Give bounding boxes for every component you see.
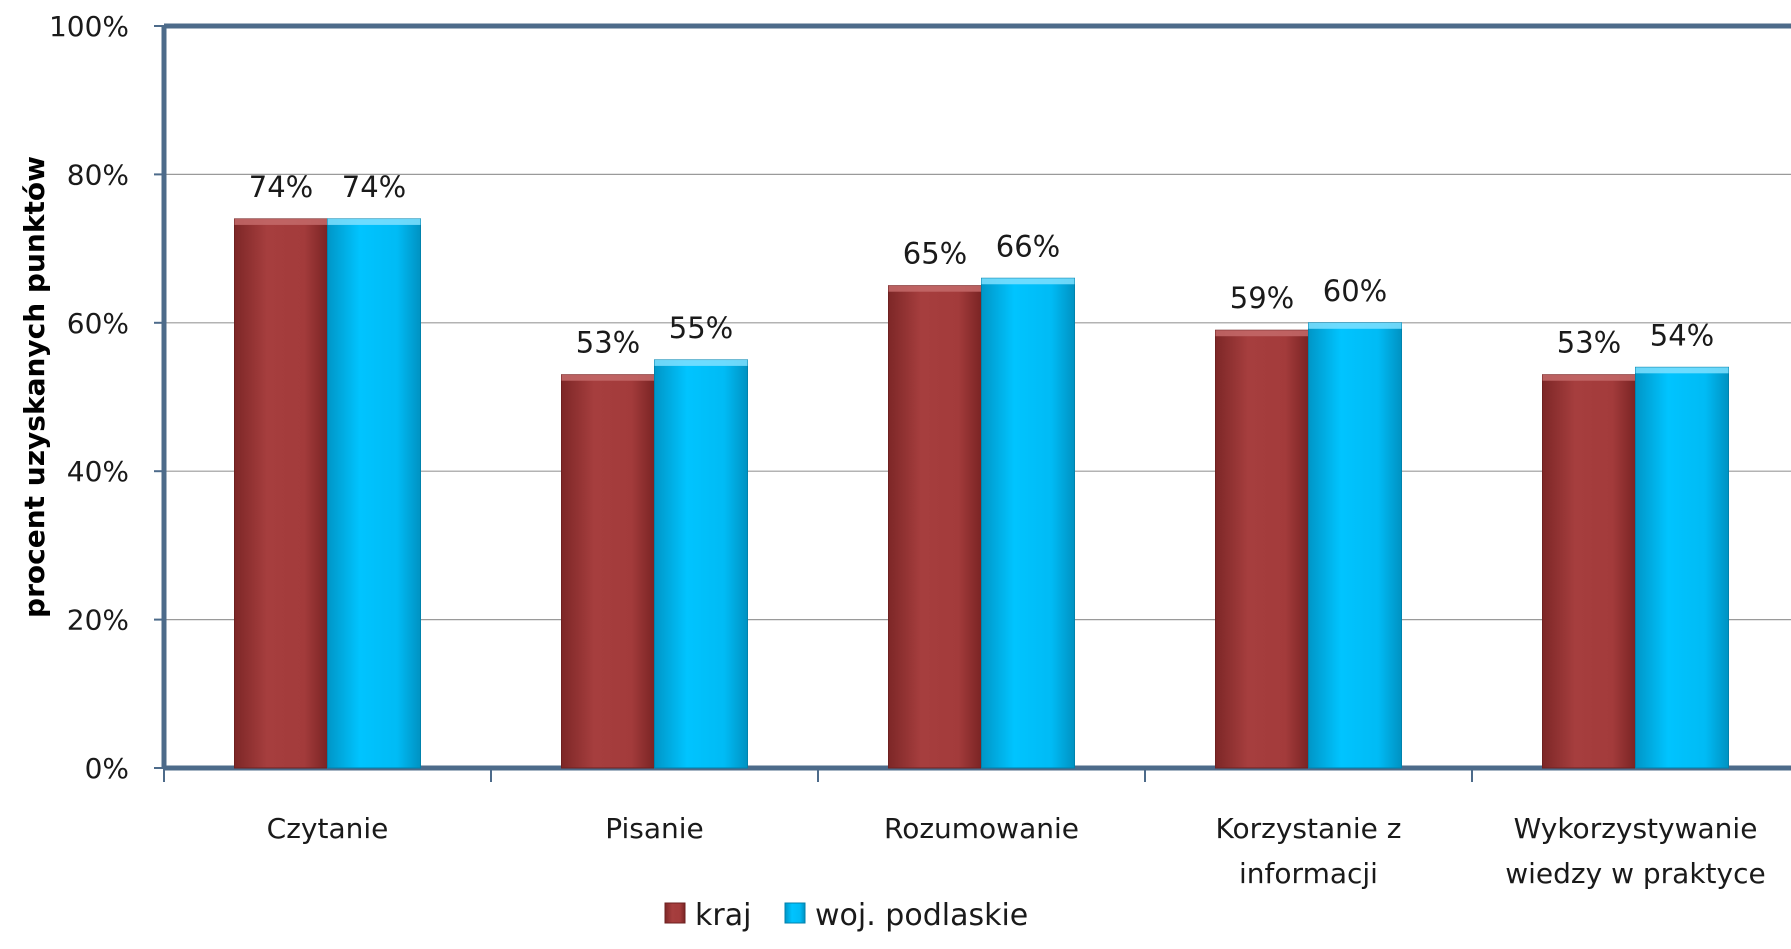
bar-woj-podlaskie: [1635, 366, 1729, 769]
x-category-label: Czytanie: [267, 812, 389, 845]
bar-top-bevel: [327, 218, 421, 225]
bar-woj-podlaskie: [981, 277, 1075, 769]
y-tick-label: 60%: [67, 307, 129, 340]
data-label: 59%: [1230, 281, 1294, 315]
bar-kraj: [888, 285, 982, 769]
data-label: 74%: [249, 170, 313, 204]
bar-top-bevel: [561, 374, 655, 381]
bar-woj-podlaskie: [327, 218, 421, 769]
y-tick-label: 40%: [67, 455, 129, 488]
legend-label: woj. podlaskie: [815, 898, 1028, 933]
y-tick-label: 80%: [67, 158, 129, 191]
bar-kraj: [561, 374, 655, 769]
bar-top-bevel: [1215, 330, 1309, 337]
x-category-label: Korzystanie z: [1216, 812, 1402, 845]
bar-kraj: [1542, 374, 1636, 769]
bar-top-bevel: [234, 218, 328, 225]
legend-swatch: [784, 902, 806, 924]
bar-top-bevel: [1542, 374, 1636, 381]
data-label: 60%: [1323, 274, 1387, 308]
bar-top-bevel: [1308, 322, 1402, 329]
y-axis-title: procent uzyskanych punktów: [18, 156, 51, 618]
x-category-label: informacji: [1239, 857, 1378, 890]
x-category-label: Wykorzystywanie: [1514, 812, 1758, 845]
y-tick-label: 0%: [85, 752, 129, 785]
x-category-label: wiedzy w praktyce: [1505, 857, 1765, 890]
y-tick-label: 20%: [67, 604, 129, 637]
data-label: 66%: [996, 229, 1060, 263]
data-label: 74%: [342, 170, 406, 204]
y-tick-label: 100%: [49, 10, 129, 43]
bar-kraj: [234, 218, 328, 769]
data-label: 65%: [903, 237, 967, 271]
bar-kraj: [1215, 329, 1309, 769]
bar-woj-podlaskie: [1308, 322, 1402, 769]
legend-swatch: [664, 902, 686, 924]
bar-top-bevel: [888, 285, 982, 292]
x-category-label: Pisanie: [605, 812, 704, 845]
x-category-label: Rozumowanie: [884, 812, 1079, 845]
data-label: 54%: [1650, 318, 1714, 352]
data-label: 53%: [1557, 326, 1621, 360]
data-label: 53%: [576, 326, 640, 360]
bar-top-bevel: [1635, 367, 1729, 374]
legend-label: kraj: [695, 898, 751, 933]
data-label: 55%: [669, 311, 733, 345]
bar-woj-podlaskie: [654, 359, 748, 769]
bar-top-bevel: [981, 278, 1075, 285]
bar-top-bevel: [654, 359, 748, 366]
